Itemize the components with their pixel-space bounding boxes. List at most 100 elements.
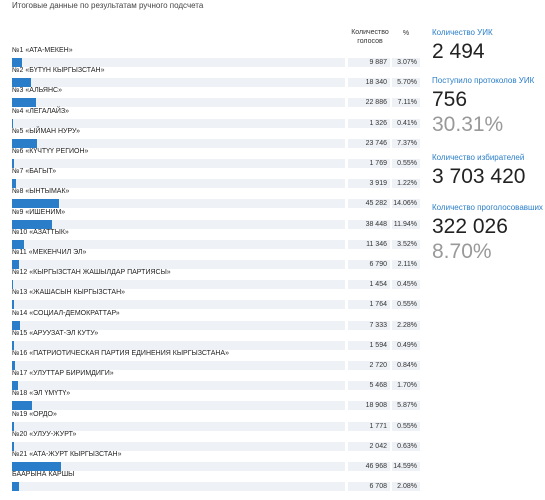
stat-value: 3 703 420 [432,165,526,188]
percent: 1.22% [392,179,420,189]
percent: 0.49% [392,340,420,350]
votes: 1 594 [348,340,390,350]
votes: 45 282 [348,199,390,209]
bar-track [12,260,345,269]
bar-track [12,300,345,310]
stat-label: Количество избирателей [432,153,525,162]
percent: 5.87% [392,401,420,411]
bar [12,280,14,290]
bar-track [12,340,345,350]
votes: 18 340 [348,78,390,88]
votes: 5 468 [348,381,390,391]
bar-track [12,78,345,88]
percent: 2.28% [392,320,420,330]
bar-track [12,199,345,209]
votes: 2 042 [348,441,390,451]
bar [12,219,52,229]
bar-track [12,441,345,451]
bar [12,320,20,330]
bar-track [12,239,345,249]
bar [12,300,14,310]
bar-track [12,482,345,492]
party-name: №11 «МЕКЕНЧИЛ ЭЛ» [12,249,87,256]
bar [12,78,31,88]
votes: 38 448 [348,219,390,229]
party-name: №6 «КҮЧТҮҮ РЕГИОН» [12,148,89,155]
stat-label: Поступило протоколов УИК [432,76,535,85]
column-header: % [402,30,410,37]
votes: 2 720 [348,361,390,370]
votes: 6 790 [348,260,390,269]
percent: 7.11% [392,98,420,108]
votes: 1 326 [348,118,390,128]
party-name: №19 «ОРДО» [12,410,57,418]
bar [12,98,36,108]
bar [12,482,19,492]
column-header: Количество голосов [351,29,389,45]
percent: 1.70% [392,381,420,391]
party-name: БААРЫНА КАРШЫ [12,471,75,479]
stat-value: 756 [432,88,468,111]
bar-track [12,159,345,168]
party-name: №13 «ЖАШАСЫН КЫРГЫЗСТАН» [12,289,126,297]
party-name: №3 «АЛЬЯНС» [12,87,62,95]
party-name: №17 «УЛУТТАР БИРИМДИГИ» [12,370,114,378]
party-name: №7 «БАГЫТ» [12,168,57,176]
bar-track [12,58,345,67]
bar [12,239,24,249]
stat-value: 322 026 [432,215,508,238]
party-name: №8 «ЫНТЫМАК» [12,188,70,196]
votes: 9 887 [348,58,390,67]
percent: 3.07% [392,58,420,67]
percent: 0.41% [392,118,420,128]
stat-label: Количество проголосовавших [432,203,543,212]
bar [12,118,14,128]
bar [12,260,20,269]
party-name: №10 «АЗАТТЫК» [12,228,69,236]
bar [12,401,32,411]
bar [12,159,14,168]
party-name: №12 «КЫРГЫЗСТАН ЖАШЫЛДАР ПАРТИЯСЫ» [12,269,171,277]
bar-track [12,219,345,229]
party-name: №18 «ЭЛ ҮМҮТҮ» [12,390,71,398]
votes: 1 454 [348,280,390,290]
bar-track [12,381,345,391]
party-name: №15 «АРУУЗАТ-ЭЛ КУТУ» [12,329,99,337]
bar-track [12,179,345,189]
percent: 7.37% [392,138,420,148]
percent: 14.06% [392,199,420,209]
party-name: №21 «АТА-ЖУРТ КЫРГЫЗСТАН» [12,451,122,458]
bar [12,199,59,209]
bar [12,179,17,189]
party-name: №1 «АТА-МЕКЕН» [12,47,73,54]
votes: 46 968 [348,462,390,471]
bar-track [12,280,345,290]
votes: 1 764 [348,300,390,310]
votes: 23 746 [348,138,390,148]
percent: 2.11% [392,260,420,269]
bar-track [12,320,345,330]
bar-track [12,118,345,128]
bar-track [12,361,345,370]
stat-percent: 30.31% [432,113,504,136]
votes: 11 346 [348,239,390,249]
votes: 7 333 [348,320,390,330]
bar [12,361,15,370]
percent: 0.55% [392,300,420,310]
party-name: №2 «БҮТҮН КЫРГЫЗСТАН» [12,67,105,75]
bar [12,421,14,431]
stat-percent: 8.70% [432,240,492,263]
percent: 14.59% [392,462,420,471]
bar [12,58,23,67]
bar [12,381,18,391]
party-name: №20 «УЛУУ-ЖУРТ» [12,430,77,438]
percent: 0.63% [392,441,420,451]
percent: 2.08% [392,482,420,492]
stat-value: 2 494 [432,40,485,63]
bar-track [12,421,345,431]
party-name: №5 «ЫЙМАН НУРУ» [12,127,81,135]
percent: 5.70% [392,78,420,88]
percent: 0.84% [392,361,420,370]
bar [12,462,61,471]
